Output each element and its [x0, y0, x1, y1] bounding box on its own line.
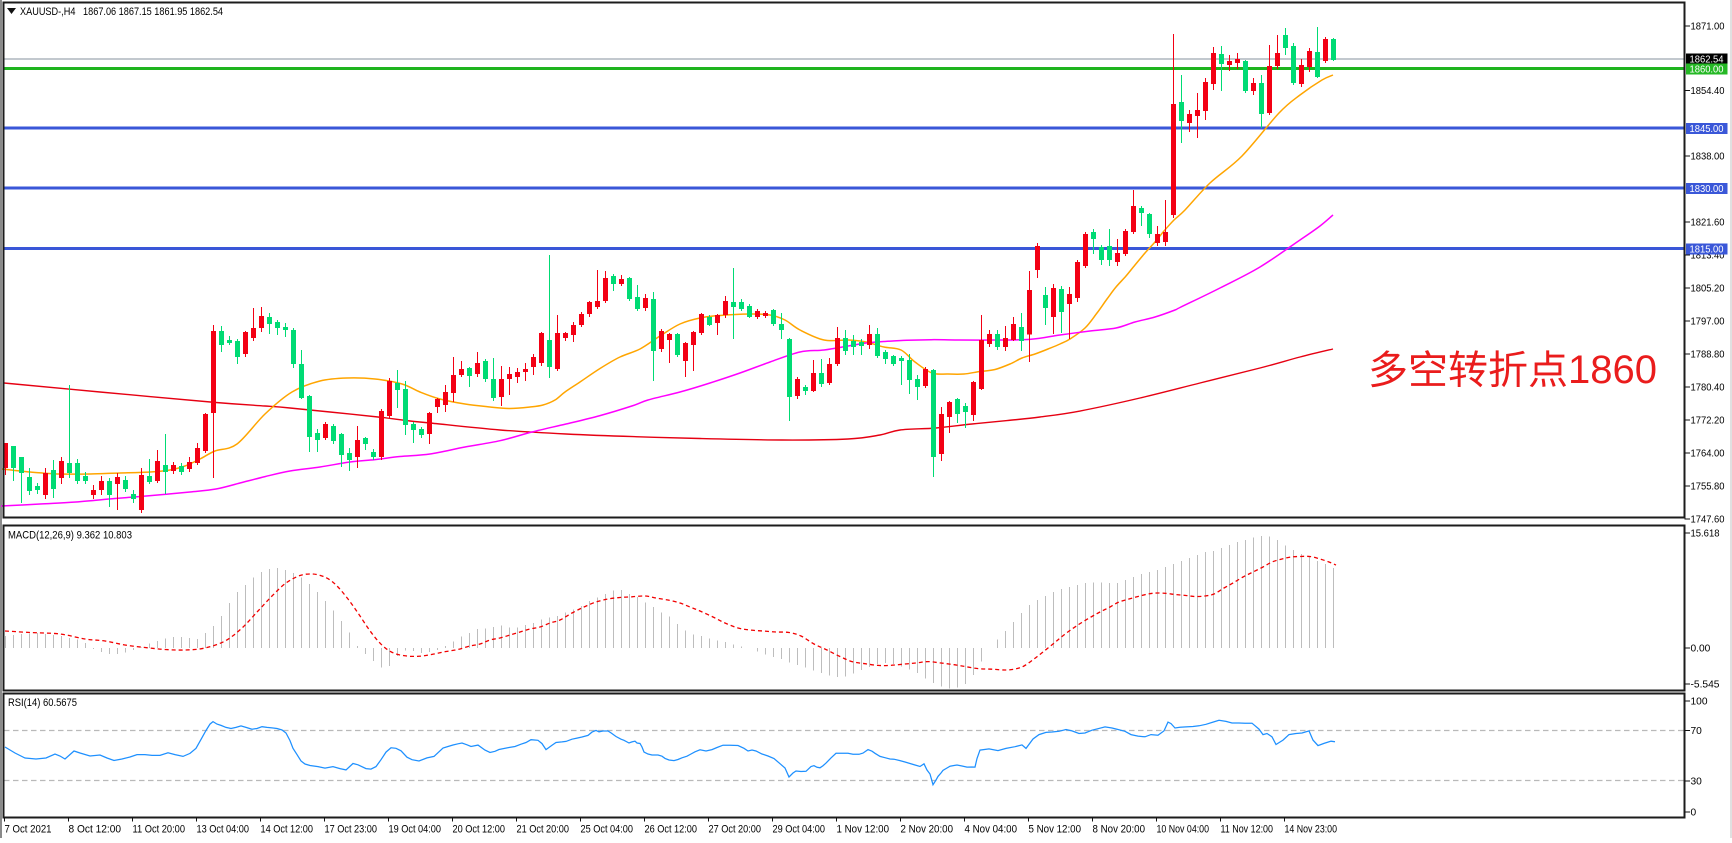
svg-text:8 Nov 20:00: 8 Nov 20:00	[1093, 824, 1146, 836]
svg-text:1821.60: 1821.60	[1691, 218, 1725, 229]
svg-text:1772.20: 1772.20	[1691, 416, 1725, 427]
svg-text:29 Oct 04:00: 29 Oct 04:00	[773, 824, 826, 836]
svg-text:1871.00: 1871.00	[1691, 22, 1725, 33]
svg-text:1838.00: 1838.00	[1691, 152, 1725, 163]
svg-text:11 Nov 12:00: 11 Nov 12:00	[1221, 824, 1274, 836]
svg-text:RSI(14) 60.5675: RSI(14) 60.5675	[8, 697, 77, 709]
svg-text:30: 30	[1691, 777, 1703, 788]
svg-text:27 Oct 20:00: 27 Oct 20:00	[709, 824, 762, 836]
svg-text:10 Nov 04:00: 10 Nov 04:00	[1157, 824, 1210, 836]
svg-text:20 Oct 12:00: 20 Oct 12:00	[453, 824, 506, 836]
svg-text:15.618: 15.618	[1691, 529, 1720, 540]
svg-text:1764.00: 1764.00	[1691, 449, 1725, 460]
svg-text:2 Nov 20:00: 2 Nov 20:00	[901, 824, 954, 836]
svg-text:0.00: 0.00	[1691, 644, 1711, 655]
svg-text:MACD(12,26,9) 9.362 10.803: MACD(12,26,9) 9.362 10.803	[8, 530, 132, 542]
svg-text:1797.00: 1797.00	[1691, 317, 1725, 328]
svg-text:11 Oct 20:00: 11 Oct 20:00	[133, 824, 186, 836]
svg-text:1845.00: 1845.00	[1690, 124, 1724, 135]
svg-text:8 Oct 12:00: 8 Oct 12:00	[69, 824, 122, 836]
svg-text:25 Oct 04:00: 25 Oct 04:00	[581, 824, 634, 836]
svg-text:21 Oct 20:00: 21 Oct 20:00	[517, 824, 570, 836]
svg-text:70: 70	[1691, 726, 1703, 737]
svg-text:1862.54: 1862.54	[1690, 54, 1724, 65]
svg-text:7 Oct 2021: 7 Oct 2021	[5, 824, 52, 836]
svg-text:1755.80: 1755.80	[1691, 482, 1725, 493]
svg-text:1830.00: 1830.00	[1690, 184, 1724, 195]
svg-text:1860.00: 1860.00	[1690, 64, 1724, 75]
svg-text:1788.80: 1788.80	[1691, 350, 1725, 361]
svg-text:14 Oct 12:00: 14 Oct 12:00	[261, 824, 314, 836]
svg-text:5 Nov 12:00: 5 Nov 12:00	[1029, 824, 1082, 836]
svg-text:17 Oct 23:00: 17 Oct 23:00	[325, 824, 378, 836]
svg-text:1780.40: 1780.40	[1691, 383, 1725, 394]
svg-text:26 Oct 12:00: 26 Oct 12:00	[645, 824, 698, 836]
svg-text:14 Nov 23:00: 14 Nov 23:00	[1285, 824, 1338, 836]
svg-text:1 Nov 12:00: 1 Nov 12:00	[837, 824, 890, 836]
svg-text:100: 100	[1691, 697, 1708, 708]
svg-text:XAUUSD-,H4 1867.06 1867.15 1: XAUUSD-,H4 1867.06 1867.15 1861.95 1862.…	[20, 6, 223, 18]
svg-text:1815.00: 1815.00	[1690, 244, 1724, 255]
svg-text:0: 0	[1691, 808, 1697, 819]
svg-text:1854.40: 1854.40	[1691, 86, 1725, 97]
svg-text:4 Nov 04:00: 4 Nov 04:00	[965, 824, 1018, 836]
svg-text:19 Oct 04:00: 19 Oct 04:00	[389, 824, 442, 836]
svg-text:1805.20: 1805.20	[1691, 284, 1725, 295]
svg-text:1860: 1860	[1568, 348, 1657, 392]
svg-text:1813.40: 1813.40	[1691, 251, 1725, 262]
svg-text:-5.545: -5.545	[1691, 680, 1720, 691]
svg-text:1747.60: 1747.60	[1691, 515, 1725, 526]
svg-text:13 Oct 04:00: 13 Oct 04:00	[197, 824, 250, 836]
